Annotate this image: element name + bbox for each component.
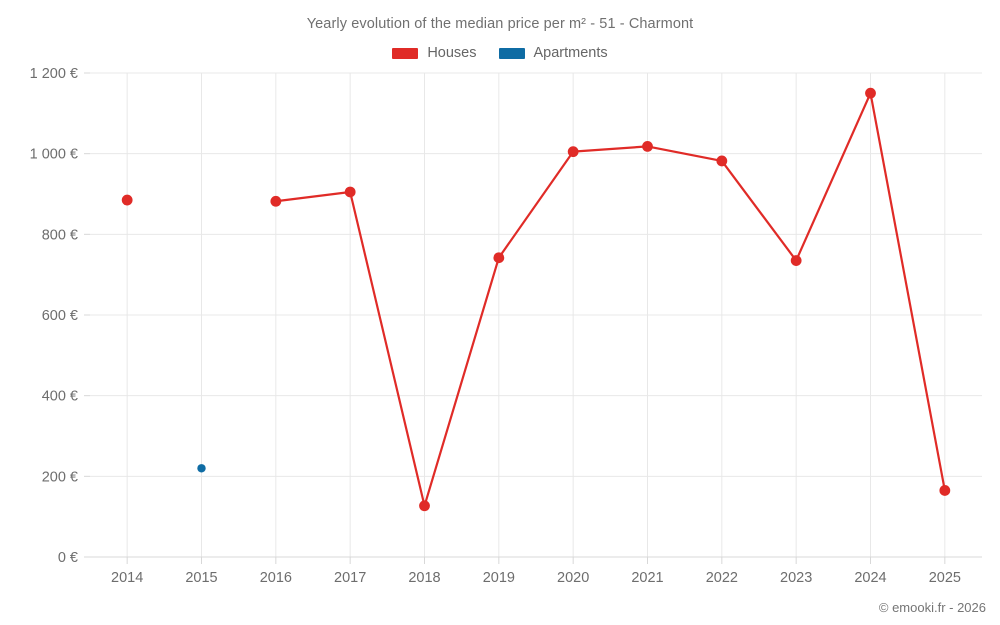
data-point[interactable] <box>939 485 951 496</box>
svg-text:800 €: 800 € <box>42 227 78 243</box>
svg-text:2021: 2021 <box>631 570 663 586</box>
data-point[interactable] <box>567 146 579 158</box>
chart-legend: Houses Apartments <box>0 45 1000 61</box>
data-point[interactable] <box>716 155 728 167</box>
svg-text:2024: 2024 <box>854 570 886 586</box>
svg-text:1 200 €: 1 200 € <box>30 66 78 82</box>
svg-text:1 000 €: 1 000 € <box>30 147 78 163</box>
chart-title: Yearly evolution of the median price per… <box>306 16 694 32</box>
svg-text:200 €: 200 € <box>42 469 78 485</box>
data-point[interactable] <box>121 194 133 206</box>
data-point[interactable] <box>344 186 356 198</box>
legend-item-houses[interactable]: Houses <box>392 45 477 61</box>
x-axis-ticks <box>126 557 946 564</box>
svg-text:600 €: 600 € <box>42 308 78 324</box>
data-point[interactable] <box>270 195 282 207</box>
svg-text:2025: 2025 <box>929 570 961 586</box>
legend-label-apartments: Apartments <box>533 45 608 61</box>
series-lines <box>274 92 946 507</box>
series-points[interactable] <box>121 87 951 512</box>
svg-text:2023: 2023 <box>780 570 812 586</box>
legend-item-apartments[interactable]: Apartments <box>498 45 608 61</box>
data-point[interactable] <box>642 141 653 152</box>
svg-text:2014: 2014 <box>111 570 143 586</box>
data-point[interactable] <box>865 87 876 99</box>
svg-text:2017: 2017 <box>334 570 366 586</box>
svg-text:2018: 2018 <box>408 570 440 586</box>
data-point[interactable] <box>419 500 430 512</box>
y-axis-tick-labels: 0 € 200 € 400 € 600 € 800 € 1 000 € 1 200 € <box>30 66 90 566</box>
data-point[interactable] <box>493 252 505 264</box>
x-axis-tick-labels: 2014 2015 2016 2017 2018 2019 2020 2021 2022 2023… <box>111 570 961 586</box>
legend-swatch-houses <box>392 47 419 59</box>
svg-text:0 €: 0 € <box>58 550 78 566</box>
svg-text:2020: 2020 <box>557 570 589 586</box>
svg-text:2019: 2019 <box>483 570 515 586</box>
legend-label-houses: Houses <box>427 45 477 61</box>
svg-text:2022: 2022 <box>706 570 738 586</box>
svg-text:400 €: 400 € <box>42 389 78 405</box>
svg-text:2016: 2016 <box>260 570 292 586</box>
data-point[interactable] <box>197 464 206 473</box>
data-point[interactable] <box>790 255 802 266</box>
svg-text:2015: 2015 <box>185 570 217 586</box>
grid-lines <box>90 72 982 557</box>
legend-swatch-apartments <box>498 47 525 59</box>
footer-credit: © emooki.fr - 2026 <box>878 600 986 615</box>
